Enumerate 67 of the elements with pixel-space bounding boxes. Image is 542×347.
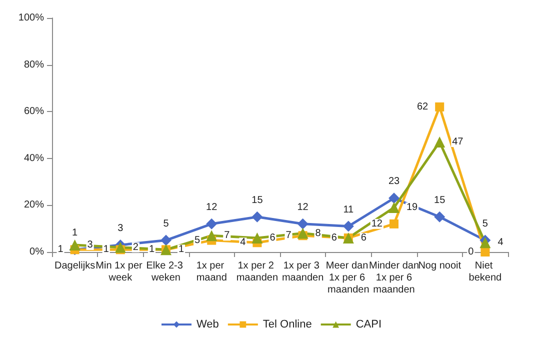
x-tick-label: Min 1x per week	[96, 260, 146, 284]
data-label: 62	[416, 101, 429, 112]
x-tick-label: Elke 2-3 weken	[146, 260, 186, 284]
point	[297, 218, 308, 230]
data-label: 1	[58, 244, 64, 256]
point	[206, 230, 218, 242]
y-tick-label: 100%	[18, 12, 44, 24]
data-label: 7	[224, 230, 230, 242]
point	[206, 218, 218, 230]
point	[252, 232, 263, 244]
data-label: 5	[482, 218, 488, 230]
x-tick-label: 1x per 3 maanden	[282, 260, 324, 284]
point	[390, 219, 398, 228]
data-label: 6	[331, 232, 338, 244]
data-label: 23	[388, 176, 400, 188]
point	[434, 136, 446, 148]
y-tick-label: 80%	[24, 59, 44, 70]
legend-label: Tel Online	[262, 318, 312, 330]
data-label: 3	[87, 239, 94, 250]
point	[434, 211, 446, 222]
point	[297, 228, 308, 239]
y-tick-label: 20%	[24, 200, 44, 211]
data-label: 8	[315, 228, 322, 239]
x-tick-label: Dagelijks	[54, 260, 96, 272]
data-label: 1	[148, 244, 155, 256]
data-label: 4	[498, 237, 504, 248]
point	[252, 211, 263, 222]
legend-label: CAPI	[356, 318, 382, 330]
point	[342, 220, 354, 232]
data-label: 6	[270, 232, 276, 244]
x-tick-label: Meer dan 1x per 6 maanden	[326, 260, 371, 296]
point	[388, 192, 400, 204]
data-label: 0	[468, 246, 474, 258]
data-label: 1	[103, 244, 110, 256]
data-label: 12	[371, 218, 383, 230]
x-tick-label: Nog nooit	[418, 260, 462, 272]
data-label: 7	[286, 230, 292, 242]
y-tick-label: 0%	[30, 246, 44, 258]
point	[114, 242, 126, 253]
data-label: 1	[178, 244, 184, 256]
data-label: 5	[163, 218, 170, 230]
data-label: 6	[360, 232, 367, 244]
data-label: 15	[252, 194, 264, 206]
x-tick-label: Minder dan 1x per 6 maanden	[368, 260, 420, 296]
x-tick-label: 1x per maand	[196, 260, 227, 284]
point	[388, 202, 400, 214]
data-label: 1	[72, 228, 78, 239]
data-label: 2	[132, 242, 139, 253]
data-label: 12	[297, 202, 309, 213]
point	[160, 234, 172, 246]
point	[435, 102, 444, 112]
x-tick-label: Niet bekend	[468, 260, 502, 284]
data-label: 3	[118, 222, 124, 234]
x-tick-label: 1x per 2 maanden	[236, 260, 278, 284]
legend-label: Web	[196, 318, 219, 330]
data-label: 5	[194, 234, 201, 246]
data-label: 19	[406, 202, 418, 214]
point	[480, 248, 490, 256]
data-label: 11	[343, 204, 354, 216]
y-tick-label: 60%	[24, 106, 44, 118]
data-label: 47	[452, 136, 464, 148]
point	[480, 237, 491, 248]
data-label: 15	[434, 194, 446, 206]
data-label: 4	[240, 237, 246, 248]
data-label: 12	[206, 202, 218, 213]
point	[69, 239, 80, 250]
y-tick-label: 40%	[24, 152, 44, 164]
